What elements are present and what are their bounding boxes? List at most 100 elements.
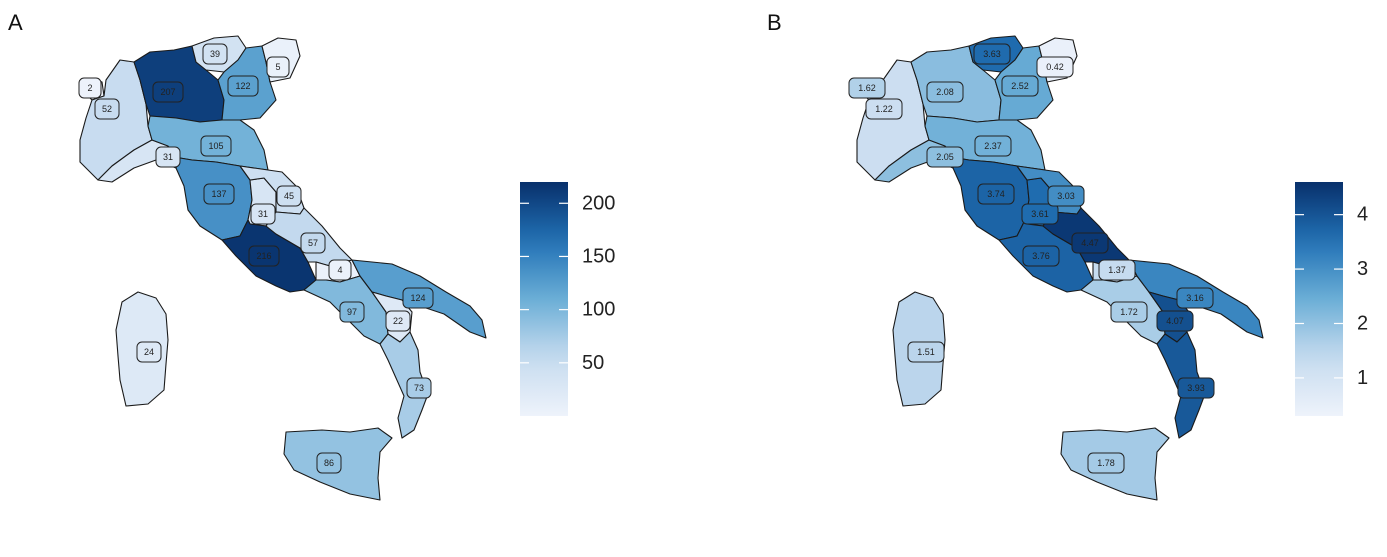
legend-tick-label: 3	[1357, 258, 1368, 280]
region-label-calabria: 73	[414, 383, 424, 393]
region-label-box	[266, 56, 290, 78]
region-label-box	[1110, 301, 1148, 323]
region-label-box	[276, 185, 302, 207]
region-label-box	[1087, 452, 1125, 474]
region-label-box	[1036, 56, 1074, 78]
region-shapes	[856, 35, 1264, 501]
region-label-box	[250, 203, 276, 225]
region-label-sardegna: 24	[144, 347, 154, 357]
legend-tick-label: 2	[1357, 312, 1368, 334]
region-label-liguria: 2.05	[936, 152, 954, 162]
legend-tick-label: 4	[1357, 204, 1368, 226]
legend-tick-label: 100	[582, 299, 615, 321]
region-label-valle-daosta: 1.62	[858, 83, 876, 93]
region-label-box	[907, 341, 945, 363]
region-label-box	[200, 135, 232, 157]
region-label-box	[974, 135, 1012, 157]
region-label-box	[1001, 75, 1039, 97]
region-label-box	[227, 75, 259, 97]
legend-tick-label: 50	[582, 352, 604, 374]
region-label-piemonte: 1.22	[875, 104, 893, 114]
region-label-lombardia: 207	[160, 87, 175, 97]
region-label-valle-daosta: 2	[87, 83, 92, 93]
region-label-lazio: 216	[256, 251, 271, 261]
region-label-box	[203, 183, 235, 205]
region-label-box	[248, 245, 280, 267]
region-label-toscana: 137	[211, 189, 226, 199]
region-label-box	[339, 301, 365, 323]
region-label-box	[1156, 310, 1194, 332]
region-label-box	[316, 452, 342, 474]
region-label-campania: 1.72	[1120, 307, 1138, 317]
region-label-box	[977, 183, 1015, 205]
region-label-box	[94, 98, 120, 120]
region-label-box	[202, 43, 228, 65]
region-label-puglia: 3.16	[1186, 293, 1204, 303]
region-label-sicilia: 86	[324, 458, 334, 468]
region-label-emilia-romagna: 105	[208, 141, 223, 151]
region-label-basilicata: 4.07	[1166, 316, 1184, 326]
region-label-box	[1047, 185, 1085, 207]
region-label-basilicata: 22	[393, 316, 403, 326]
region-label-box	[406, 377, 432, 399]
region-label-marche: 3.03	[1057, 191, 1075, 201]
region-label-trentino: 39	[210, 49, 220, 59]
legend-tick-label: 200	[582, 192, 615, 214]
region-labels: 2 52 207 39 122 5 31 105 137 31 45 216 57 4 97 124 22 73 8…	[78, 43, 434, 474]
region-label-box	[328, 259, 352, 281]
region-label-box	[1177, 377, 1215, 399]
region-label-puglia: 124	[410, 293, 425, 303]
region-label-abruzzo: 57	[308, 238, 318, 248]
region-label-campania: 97	[347, 307, 357, 317]
region-label-box	[1071, 232, 1109, 254]
region-label-box	[136, 341, 162, 363]
region-label-box	[155, 146, 181, 168]
region-label-lombardia: 2.08	[936, 87, 954, 97]
region-label-umbria: 3.61	[1031, 209, 1049, 219]
region-labels: 1.62 1.22 2.08 3.63 2.52 0.42 2.05 2.37 3.74 3.61…	[848, 43, 1215, 474]
region-label-box	[78, 77, 102, 99]
region-label-box	[1176, 287, 1214, 309]
region-label-sicilia: 1.78	[1097, 458, 1115, 468]
region-label-liguria: 31	[163, 152, 173, 162]
legend-colorbar	[520, 182, 568, 416]
region-label-lazio: 3.76	[1032, 251, 1050, 261]
region-label-molise: 1.37	[1108, 265, 1126, 275]
region-label-emilia-romagna: 2.37	[984, 141, 1002, 151]
region-label-box	[926, 146, 964, 168]
region-label-box	[1022, 245, 1060, 267]
region-calabria	[379, 331, 429, 439]
region-label-friuli: 5	[275, 62, 280, 72]
region-label-umbria: 31	[258, 209, 268, 219]
region-shapes	[79, 35, 487, 501]
color-legend-a: 50 100 150 200	[520, 182, 615, 416]
region-label-box	[402, 287, 434, 309]
map-panel-b: B 1.62 1.22 2.08 3.63 2.52 0.42 2.05 2.37 3.74 3.…	[767, 10, 1368, 501]
region-label-friuli: 0.42	[1046, 62, 1064, 72]
legend-tick-label: 150	[582, 245, 615, 267]
region-label-marche: 45	[284, 191, 294, 201]
region-label-box	[865, 98, 903, 120]
legend-tick-label: 1	[1357, 367, 1368, 389]
region-label-toscana: 3.74	[987, 189, 1005, 199]
region-label-trentino: 3.63	[983, 49, 1001, 59]
panel-letter-b: B	[767, 10, 782, 35]
region-label-box	[848, 77, 886, 99]
region-label-box	[385, 310, 411, 332]
region-label-sardegna: 1.51	[917, 347, 935, 357]
region-label-box	[300, 232, 326, 254]
map-panel-a: A 2 52 207 39 122 5 31 105 137 31 45 216 57 4 97 124 22 7…	[8, 10, 615, 501]
region-label-veneto: 2.52	[1011, 81, 1029, 91]
region-label-box	[973, 43, 1011, 65]
region-label-box	[926, 81, 964, 103]
region-label-box	[152, 81, 184, 103]
region-label-molise: 4	[337, 265, 342, 275]
panel-letter-a: A	[8, 10, 23, 35]
region-label-box	[1021, 203, 1059, 225]
region-label-piemonte: 52	[102, 104, 112, 114]
region-label-calabria: 3.93	[1187, 383, 1205, 393]
color-legend-b: 1 2 3 4	[1295, 182, 1368, 416]
region-label-box	[1098, 259, 1136, 281]
region-label-veneto: 122	[235, 81, 250, 91]
